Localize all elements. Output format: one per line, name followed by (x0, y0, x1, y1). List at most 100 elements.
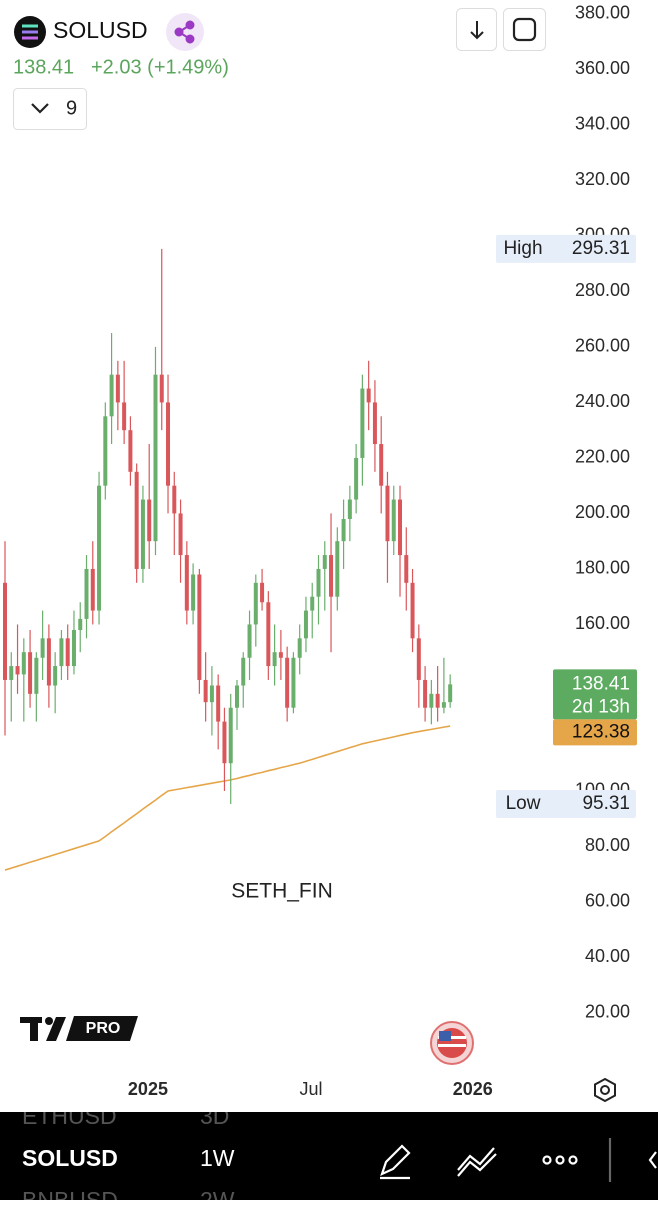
share-button[interactable] (166, 13, 204, 51)
candle-body (423, 679, 428, 708)
candle-body (366, 388, 371, 403)
candle-body (379, 444, 384, 486)
candle-body (372, 402, 377, 445)
x-tick-label: 2026 (453, 1079, 493, 1099)
candle-body (153, 374, 158, 542)
collapse-icon[interactable] (648, 1151, 657, 1169)
candle-body (297, 638, 302, 658)
indicator-toggle[interactable] (13, 88, 87, 130)
share-icon (174, 20, 195, 44)
candle-body (166, 402, 171, 486)
y-tick-label: 180.00 (575, 558, 630, 578)
candle-body (448, 684, 453, 703)
settings-icon-center (600, 1085, 610, 1095)
y-tick-label: 200.00 (575, 502, 630, 522)
candle-body (335, 541, 340, 597)
candle-body (303, 610, 308, 639)
candle-body (84, 568, 89, 619)
settings-icon[interactable] (594, 1077, 616, 1103)
y-tick-label: 240.00 (575, 391, 630, 411)
high-badge (496, 234, 636, 263)
watchlist-interval: 2W (200, 1187, 235, 1200)
brand-label: PRO (86, 1020, 121, 1037)
candle-body (391, 499, 396, 542)
pencil-icon[interactable] (380, 1144, 411, 1180)
watchlist-symbol: ETHUSD (22, 1103, 117, 1129)
watermark: SETH_FIN (231, 880, 333, 903)
coin-logo (22, 24, 38, 40)
plot-area (3, 248, 453, 871)
candle-body (266, 602, 271, 667)
y-tick-label: 360.00 (575, 58, 630, 78)
candle-body (197, 574, 202, 680)
candle-body (329, 555, 334, 597)
candle-body (40, 638, 45, 658)
candle-body (398, 499, 403, 556)
candle-body (222, 721, 227, 764)
candle-body (184, 555, 189, 611)
y-tick-label: 260.00 (575, 336, 630, 356)
candle-body (310, 596, 315, 611)
watchlist: ETHUSD 3D SOLUSD 1W BNBUSD 2W (22, 1103, 235, 1200)
y-tick-label: 60.00 (585, 891, 630, 911)
fullscreen-button[interactable] (503, 8, 546, 51)
price-change: +2.03 (+1.49%) (91, 56, 229, 78)
low-label: Low (506, 793, 541, 814)
y-tick-label: 40.00 (585, 946, 630, 966)
y-tick-label: 380.00 (575, 3, 630, 23)
toolbar-icons (380, 1138, 657, 1182)
watchlist-interval: 1W (200, 1145, 235, 1171)
candle-body (404, 555, 409, 583)
candle-body (71, 629, 76, 667)
moving-average (4, 725, 451, 871)
candle-body (241, 657, 246, 686)
candle-body (216, 685, 221, 722)
candle-body (103, 416, 108, 486)
more-dot (568, 1155, 578, 1165)
price-badge-countdown: 2d 13h (572, 696, 630, 717)
low-badge (496, 789, 636, 818)
candle-body (9, 666, 14, 680)
x-tick-label: 2025 (128, 1079, 168, 1099)
candle-body (46, 638, 51, 686)
candle-body (140, 499, 145, 569)
candle-body (65, 638, 70, 667)
candle-body (278, 652, 283, 658)
candle-body (316, 568, 321, 597)
candle-body (128, 430, 133, 472)
candle-body (134, 471, 139, 569)
candle-body (228, 707, 233, 764)
candle-body (253, 582, 258, 625)
candle-body (341, 518, 346, 542)
line-tool-icon[interactable] (457, 1147, 497, 1177)
candle-body (115, 374, 120, 403)
candle-body (172, 485, 177, 514)
candle-body (285, 657, 290, 708)
candle-body (347, 499, 352, 519)
y-tick-label: 220.00 (575, 447, 630, 467)
candle-body (78, 618, 83, 630)
candle-body (178, 513, 183, 556)
flag-icon (430, 1021, 474, 1065)
y-tick-label: 160.00 (575, 613, 630, 633)
candle-body (34, 657, 39, 694)
watchlist-symbol: SOLUSD (22, 1145, 118, 1171)
candle-body (21, 652, 26, 675)
candle-body (360, 388, 365, 458)
candle-body (109, 374, 114, 417)
candle-body (247, 624, 252, 658)
price-badge-value: 138.41 (572, 673, 630, 694)
candle-body (3, 582, 7, 680)
ma-badge-value: 123.38 (572, 721, 630, 742)
candle-body (147, 499, 152, 542)
candle-body (209, 685, 214, 703)
high-label: High (503, 238, 542, 259)
candle-body (122, 402, 127, 431)
more-dot[interactable] (542, 1155, 552, 1165)
candle-body (90, 568, 95, 611)
candle-body (191, 574, 196, 611)
tv-logo (20, 1016, 138, 1041)
fullscreen-icon (512, 17, 537, 42)
